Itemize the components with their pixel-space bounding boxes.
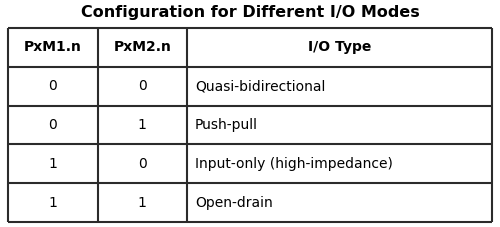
Text: Open-drain: Open-drain — [195, 196, 273, 210]
Text: PxM1.n: PxM1.n — [24, 40, 82, 54]
Text: Input-only (high-impedance): Input-only (high-impedance) — [195, 157, 393, 171]
Text: 1: 1 — [138, 118, 146, 132]
Text: Quasi-bidirectional: Quasi-bidirectional — [195, 79, 326, 93]
Text: 1: 1 — [48, 157, 57, 171]
Text: PxM2.n: PxM2.n — [114, 40, 171, 54]
Text: 0: 0 — [48, 118, 57, 132]
Text: 0: 0 — [48, 79, 57, 93]
Text: Configuration for Different I/O Modes: Configuration for Different I/O Modes — [80, 5, 419, 20]
Text: I/O Type: I/O Type — [308, 40, 371, 54]
Text: 1: 1 — [48, 196, 57, 210]
Text: 0: 0 — [138, 157, 146, 171]
Text: 0: 0 — [138, 79, 146, 93]
Text: Push-pull: Push-pull — [195, 118, 258, 132]
Text: 1: 1 — [138, 196, 146, 210]
